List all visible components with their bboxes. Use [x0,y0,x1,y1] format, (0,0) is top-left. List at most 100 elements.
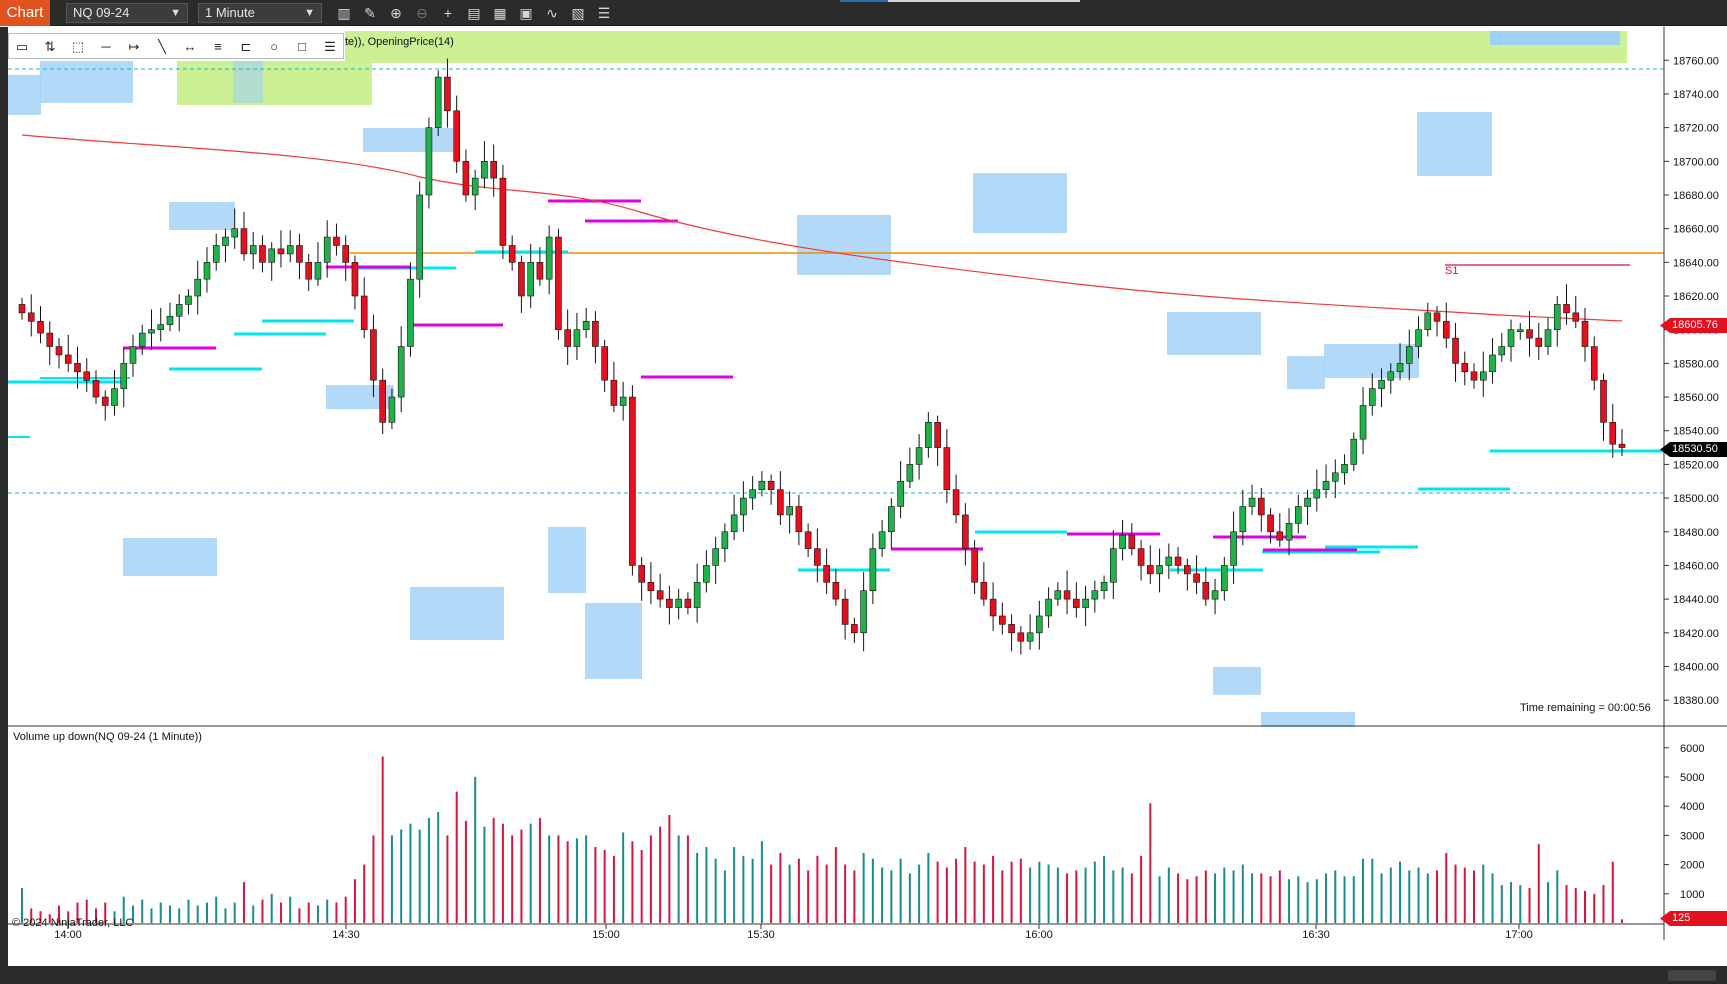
candle-down [980,581,988,600]
price-tick-label: 18580.00 [1673,358,1719,370]
candle-down [1600,379,1607,423]
candle-up [249,245,257,255]
volume-bar [1288,879,1291,923]
volume-bar [973,861,976,923]
volume-bar [1389,867,1392,923]
interval-selector[interactable]: 1 Minute ▼ [198,3,322,23]
region-icon[interactable]: ⬚ [71,39,85,54]
volume-bar [982,864,985,923]
candle-up [203,262,211,280]
volume-bar [1547,882,1550,923]
liquidity-zone [1287,356,1325,389]
candle-up [1322,480,1330,490]
scroll-thumb[interactable] [1668,970,1716,981]
indicators-icon[interactable]: ∿ [546,5,558,21]
strategies-icon[interactable]: ▧ [571,5,585,21]
volume-bar [1482,864,1485,923]
volume-bar [955,858,958,923]
volume-bar [131,905,134,923]
price-tick-label: 18760.00 [1673,55,1719,67]
volume-bar [1463,867,1466,923]
candle-down [555,236,562,330]
candle-up [582,320,590,330]
candle-down [259,245,266,263]
zoom-out-icon[interactable]: ⊖ [416,5,428,21]
volume-bar [853,870,856,923]
horizontal-line-icon[interactable]: ⊏ [240,39,252,54]
price-tick-label: 18380.00 [1673,695,1719,707]
candle-down [508,245,516,263]
volume-bar [1103,855,1106,923]
volume-bar [1204,870,1207,923]
liquidity-zone-top-right [1490,31,1620,45]
extended-line-icon[interactable]: ↔ [183,39,197,54]
volume-bar [862,852,865,923]
candle-up [1507,329,1515,347]
trend-line-icon[interactable]: ╲ [158,39,166,54]
properties-icon[interactable]: ▤ [467,5,481,21]
data-box-icon[interactable]: ▣ [519,5,533,21]
text-align-icon[interactable]: ☰ [324,39,336,54]
rectangle-icon[interactable]: □ [298,39,306,54]
liquidity-zone [1417,112,1492,176]
candle-up [675,598,682,608]
candle-down [943,447,951,490]
price-tick-label: 18560.00 [1673,392,1719,404]
ruler-icon[interactable]: ▭ [15,39,29,54]
candle-up [471,177,479,196]
time-tick-label: 15:00 [592,929,620,941]
candle-up [1553,304,1561,330]
candle-down [1128,534,1136,549]
list-icon[interactable]: ☰ [597,5,611,21]
candle-down [629,396,636,566]
candle-down [934,422,941,448]
volume-bar [1380,873,1383,923]
chart-tab[interactable]: Chart [0,0,50,26]
fibonacci-icon[interactable]: ≡ [214,39,222,54]
candle-up [222,236,229,246]
line-icon[interactable]: ─ [101,39,111,54]
ellipse-icon[interactable]: ○ [270,39,278,54]
volume-bar [668,814,671,923]
candle-up [1479,371,1487,381]
candle-down [296,245,303,263]
volume-bar [261,899,264,923]
ray-icon[interactable]: ↦ [128,39,140,54]
bottom-scrollbar[interactable] [0,966,1727,984]
volume-bar [927,852,930,923]
move-icon[interactable]: ⇅ [44,39,56,54]
pencil-icon[interactable]: ✎ [364,5,376,21]
volume-bar [788,864,791,923]
volume-tick-label: 2000 [1680,860,1704,872]
price-chart[interactable]: S1 [0,27,1727,966]
volume-bar [585,835,588,923]
volume-bar [1140,855,1143,923]
candle-down [64,354,72,364]
volume-bar [816,855,819,923]
candle-down [962,514,969,549]
zoom-in-icon[interactable]: ⊕ [390,5,402,21]
templates-icon[interactable]: ▦ [493,5,507,21]
candle-up [925,422,932,448]
time-tick-label: 15:30 [747,929,775,941]
bar-type-icon[interactable]: ▥ [337,5,351,21]
volume-bar [326,899,329,923]
instrument-selector[interactable]: NQ 09-24 ▼ [66,3,188,23]
pivot-s1-label: S1 [1445,265,1458,277]
crosshair-icon[interactable]: + [443,5,453,21]
volume-tick-label: 6000 [1680,743,1704,755]
volume-bar [353,879,356,923]
candle-down [462,160,470,196]
candle-up [888,506,895,533]
candle-down [1147,565,1154,575]
volume-bar [511,835,514,923]
volume-bar [797,858,800,923]
volume-bar [1611,861,1614,923]
candle-down [1526,329,1533,339]
candle-down [1470,371,1478,381]
candle-down [92,379,100,398]
candle-up [1110,548,1117,583]
liquidity-zone [1167,312,1261,355]
candle-down [360,295,368,330]
volume-bar [594,847,597,923]
